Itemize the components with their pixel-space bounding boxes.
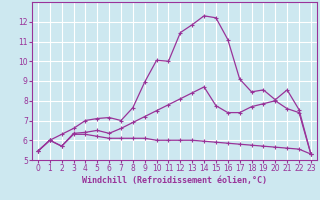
X-axis label: Windchill (Refroidissement éolien,°C): Windchill (Refroidissement éolien,°C)	[82, 176, 267, 185]
